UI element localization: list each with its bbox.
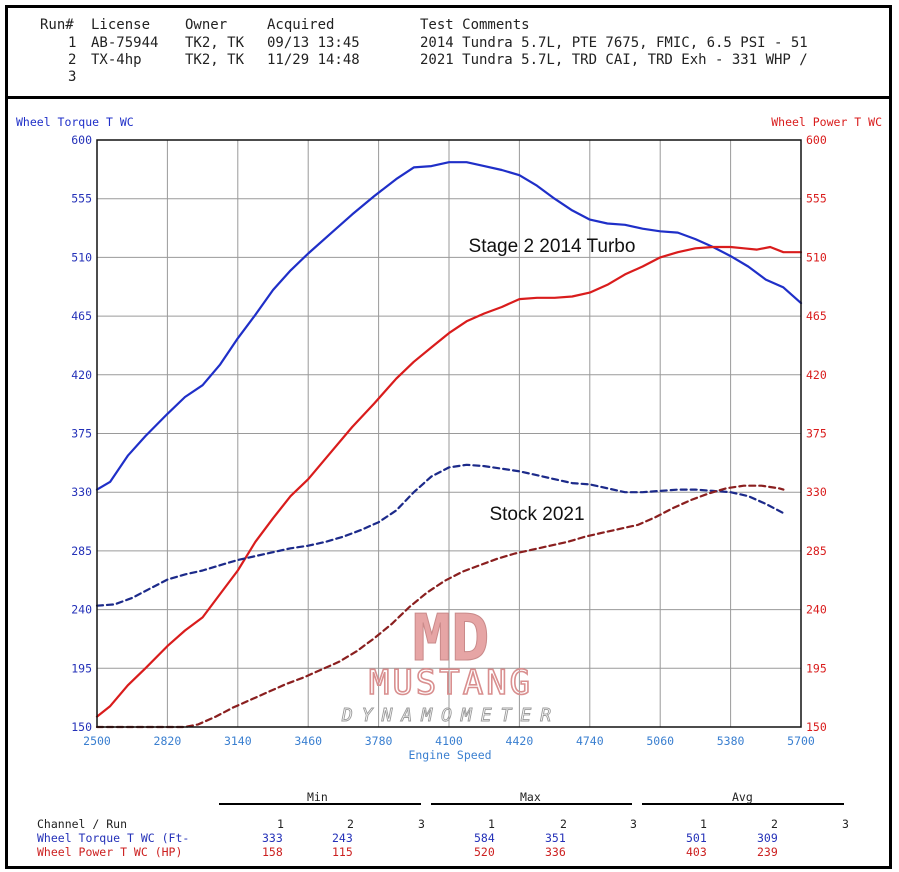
stats-torque-avg-1: 501 bbox=[686, 831, 707, 845]
chart-axes: 2500 2820 3140 3460 3780 4100 4420 4740 5060 5380… bbox=[71, 133, 827, 748]
run-1-acquired: 09/13 13:45 bbox=[267, 35, 360, 51]
stats-power-avg-2: 239 bbox=[757, 845, 778, 859]
dyno-sheet-frame bbox=[5, 5, 892, 869]
y-left-tick-label: 285 bbox=[71, 544, 92, 558]
y-left-tick-label: 150 bbox=[71, 720, 92, 734]
y-left-tick-label: 195 bbox=[71, 661, 92, 675]
header-col-license: License bbox=[91, 17, 151, 33]
x-tick-label: 5700 bbox=[787, 734, 815, 748]
run-header: Run# License Owner Acquired Test Comment… bbox=[8, 8, 889, 99]
stats-torque-max-1: 584 bbox=[474, 831, 495, 845]
y-right-tick-label: 195 bbox=[806, 661, 827, 675]
series-line-run1-power bbox=[95, 245, 803, 718]
y-right-tick-label: 375 bbox=[806, 427, 827, 441]
watermark-sub: DYNAMOMETER bbox=[341, 705, 560, 726]
y-axis-right-label: Wheel Power T WC bbox=[771, 115, 882, 129]
y-right-tick-label: 330 bbox=[806, 485, 827, 499]
x-tick-label: 4420 bbox=[506, 734, 534, 748]
stats-min-run-1: 1 bbox=[277, 817, 284, 831]
plot-area-border bbox=[96, 139, 802, 728]
run-2-acquired: 11/29 14:48 bbox=[267, 52, 360, 68]
stats-max-run-1: 1 bbox=[488, 817, 495, 831]
mustang-watermark: MD MUSTANG DYNAMOMETER bbox=[340, 602, 560, 727]
stats-power-max-2: 336 bbox=[545, 845, 566, 859]
run-1-comments: 2014 Tundra 5.7L, PTE 7675, FMIC, 6.5 PS… bbox=[420, 35, 808, 51]
y-left-tick-label: 375 bbox=[71, 427, 92, 441]
run-1-number: 1 bbox=[68, 35, 77, 51]
x-tick-label: 3460 bbox=[294, 734, 322, 748]
y-right-tick-label: 510 bbox=[806, 250, 827, 264]
stats-max-run-3: 3 bbox=[630, 817, 637, 831]
y-right-tick-label: 420 bbox=[806, 368, 827, 382]
header-col-comments: Test Comments bbox=[420, 17, 530, 33]
y-left-tick-label: 600 bbox=[71, 133, 92, 147]
stats-min-run-2: 2 bbox=[347, 817, 354, 831]
stats-torque-avg-2: 309 bbox=[757, 831, 778, 845]
y-left-tick-label: 465 bbox=[71, 309, 92, 323]
stats-group-avg: Avg bbox=[732, 790, 753, 804]
watermark-logo: MD bbox=[412, 602, 489, 676]
x-tick-label: 2500 bbox=[83, 734, 111, 748]
y-left-tick-label: 555 bbox=[71, 192, 92, 206]
series-line-run2-torque bbox=[95, 463, 785, 607]
watermark-brand: MUSTANG bbox=[369, 663, 533, 703]
y-right-tick-label: 600 bbox=[806, 133, 827, 147]
stats-channel-header: Channel / Run bbox=[37, 817, 128, 831]
y-right-tick-label: 150 bbox=[806, 720, 827, 734]
stats-power-min-1: 158 bbox=[262, 845, 283, 859]
series-line-run1-torque bbox=[95, 161, 803, 491]
y-left-tick-label: 330 bbox=[71, 485, 92, 499]
stats-avg-run-1: 1 bbox=[700, 817, 707, 831]
stats-power-max-1: 520 bbox=[474, 845, 495, 859]
run-2-comments: 2021 Tundra 5.7L, TRD CAI, TRD Exh - 331… bbox=[420, 52, 808, 68]
stats-torque-min-2: 243 bbox=[332, 831, 353, 845]
stats-row-power-label: Wheel Power T WC (HP) bbox=[37, 845, 183, 859]
y-right-tick-label: 240 bbox=[806, 603, 827, 617]
header-col-owner: Owner bbox=[185, 17, 228, 33]
stats-max-run-2: 2 bbox=[560, 817, 567, 831]
stats-min-run-3: 3 bbox=[418, 817, 425, 831]
header-col-acquired: Acquired bbox=[267, 17, 335, 33]
series-line-run2-power bbox=[95, 484, 785, 729]
run-2-license: TX-4hp bbox=[91, 52, 142, 68]
run-1-owner: TK2, TK bbox=[185, 35, 245, 51]
stats-group-min: Min bbox=[307, 790, 328, 804]
stats-group-max: Max bbox=[520, 790, 541, 804]
annotation-stage2: Stage 2 2014 Turbo bbox=[469, 236, 636, 257]
y-left-tick-label: 510 bbox=[71, 250, 92, 264]
y-left-tick-label: 420 bbox=[71, 368, 92, 382]
stats-avg-run-2: 2 bbox=[771, 817, 778, 831]
y-right-tick-label: 465 bbox=[806, 309, 827, 323]
stats-torque-max-2: 351 bbox=[545, 831, 566, 845]
x-tick-label: 3140 bbox=[224, 734, 252, 748]
x-tick-label: 5380 bbox=[717, 734, 745, 748]
chart-series bbox=[95, 161, 803, 729]
y-right-tick-label: 555 bbox=[806, 192, 827, 206]
run-2-owner: TK2, TK bbox=[185, 52, 245, 68]
annotation-stock: Stock 2021 bbox=[489, 504, 584, 525]
y-axis-left-label: Wheel Torque T WC bbox=[16, 115, 134, 129]
x-tick-label: 2820 bbox=[154, 734, 182, 748]
stats-torque-min-1: 333 bbox=[262, 831, 283, 845]
y-right-tick-label: 285 bbox=[806, 544, 827, 558]
stats-power-avg-1: 403 bbox=[686, 845, 707, 859]
x-tick-label: 5060 bbox=[646, 734, 674, 748]
run-3-number: 3 bbox=[68, 69, 77, 85]
run-2-number: 2 bbox=[68, 52, 77, 68]
run-1-license: AB-75944 bbox=[91, 35, 159, 51]
y-left-tick-label: 240 bbox=[71, 603, 92, 617]
stats-row-torque-label: Wheel Torque T WC (Ft- bbox=[37, 831, 190, 845]
x-tick-label: 4740 bbox=[576, 734, 604, 748]
x-axis-label: Engine Speed bbox=[408, 748, 491, 762]
x-tick-label: 3780 bbox=[365, 734, 393, 748]
x-tick-label: 4100 bbox=[435, 734, 463, 748]
stats-power-min-2: 115 bbox=[332, 845, 353, 859]
stats-avg-run-3: 3 bbox=[842, 817, 849, 831]
header-col-run: Run# bbox=[40, 17, 74, 33]
